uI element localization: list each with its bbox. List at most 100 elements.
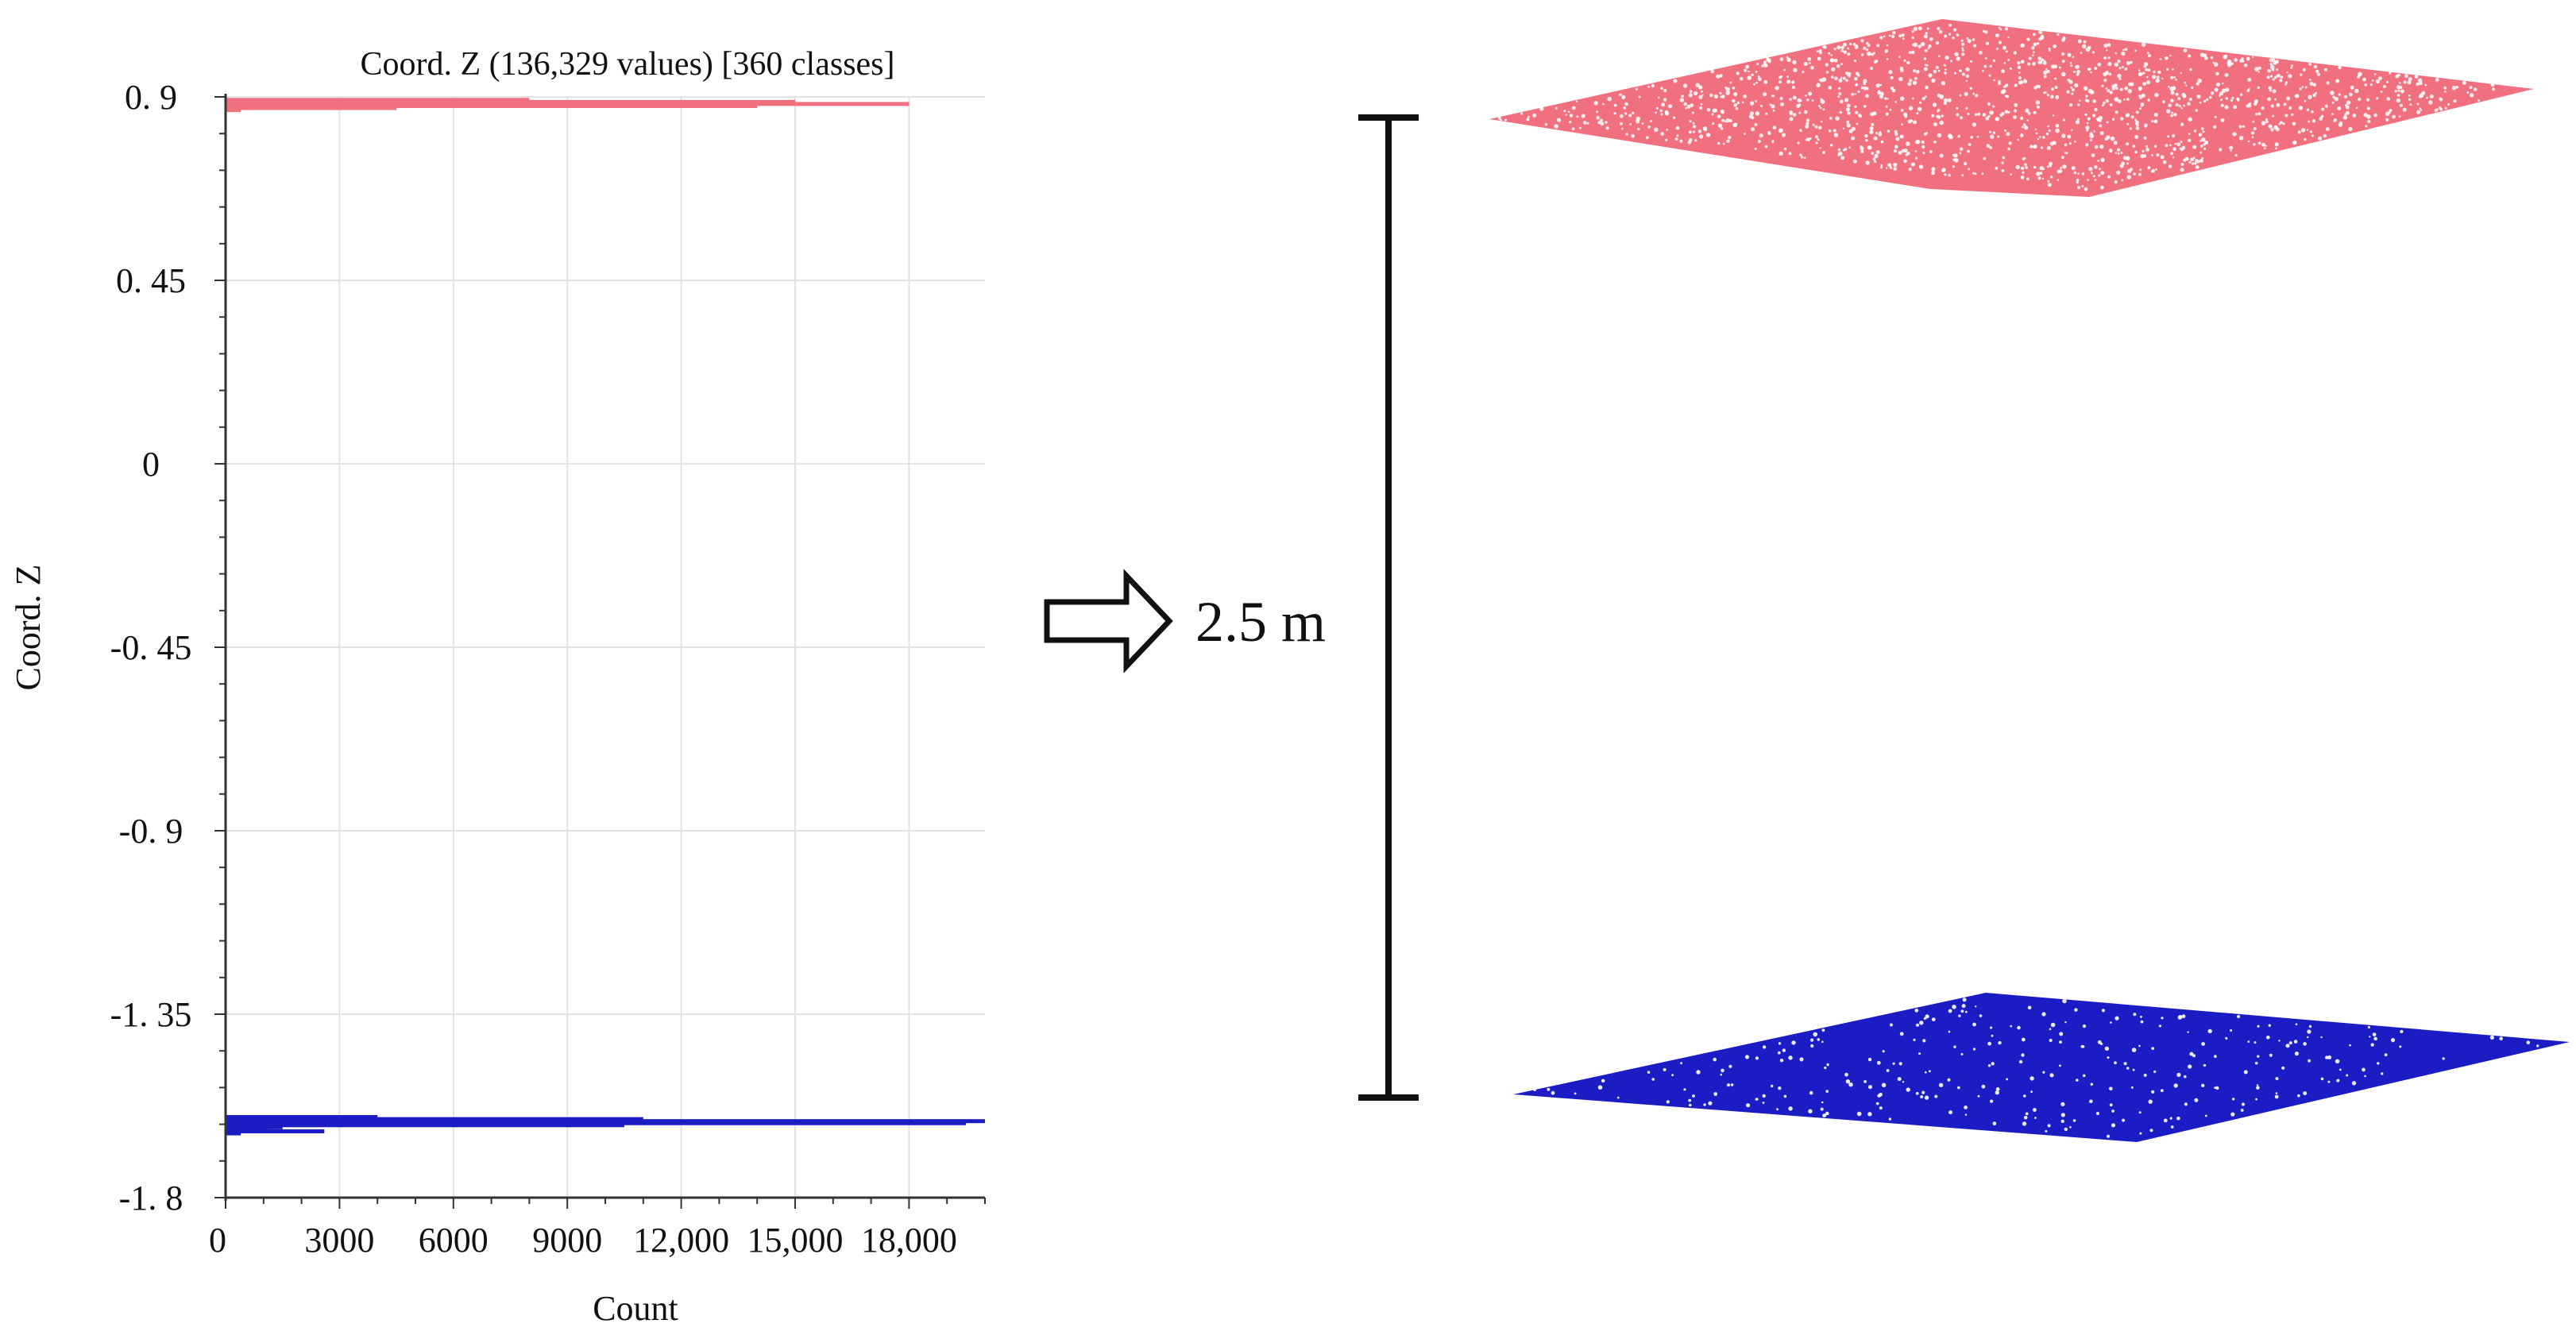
point-speckle xyxy=(2077,172,2080,175)
point-speckle xyxy=(1793,68,1798,72)
point-speckle xyxy=(2033,144,2037,149)
point-speckle xyxy=(1837,153,1841,156)
point-speckle xyxy=(2297,1094,2300,1098)
x-tick-label: 3000 xyxy=(304,1221,374,1260)
point-speckle xyxy=(2175,102,2179,106)
point-speckle xyxy=(2035,100,2041,105)
point-speckle xyxy=(1952,153,1955,156)
point-speckle xyxy=(2192,1054,2196,1058)
point-speckle xyxy=(2272,78,2275,81)
point-speckle xyxy=(2097,160,2100,162)
point-speckle xyxy=(2095,1112,2099,1115)
point-speckle xyxy=(2230,62,2234,65)
lower-plane-surface xyxy=(1513,993,2570,1142)
point-speckle xyxy=(1995,1090,1999,1095)
point-speckle xyxy=(2022,171,2025,174)
point-speckle xyxy=(1964,161,1968,166)
point-speckle xyxy=(1989,64,1992,68)
point-speckle xyxy=(1940,95,1945,98)
point-speckle xyxy=(2252,56,2254,59)
point-speckle xyxy=(2082,1074,2086,1078)
point-speckle xyxy=(2156,75,2160,79)
point-speckle xyxy=(1820,121,1823,123)
point-speckle xyxy=(2188,1064,2192,1069)
point-speckle xyxy=(2059,1040,2062,1044)
point-speckle xyxy=(2155,168,2157,171)
point-speckle xyxy=(2004,129,2006,132)
lower-histogram-bar xyxy=(226,1123,624,1128)
point-speckle xyxy=(1840,76,1843,79)
point-speckle xyxy=(1992,59,1996,63)
point-speckle xyxy=(1689,137,1693,142)
point-speckle xyxy=(2027,1005,2032,1010)
point-speckle xyxy=(2257,86,2260,90)
point-speckle xyxy=(2308,79,2311,81)
point-speckle xyxy=(2082,1045,2085,1048)
point-speckle xyxy=(2187,1031,2189,1033)
point-speckle xyxy=(1721,127,1724,130)
point-speckle xyxy=(1600,118,1603,122)
point-speckle xyxy=(2083,40,2087,44)
point-speckle xyxy=(2167,135,2170,138)
point-speckle xyxy=(1695,83,1700,87)
point-speckle xyxy=(1755,100,1758,102)
point-speckle xyxy=(2030,1090,2033,1093)
point-speckle xyxy=(2119,87,2123,91)
point-speckle xyxy=(2166,109,2171,114)
point-speckle xyxy=(2051,87,2054,91)
point-speckle xyxy=(1881,1082,1887,1088)
point-speckle xyxy=(2041,1012,2046,1017)
point-speckle xyxy=(1739,77,1744,81)
point-speckle xyxy=(1898,150,1902,155)
point-speckle xyxy=(2061,38,2065,42)
point-speckle xyxy=(2045,132,2049,136)
point-speckle xyxy=(1931,1017,1936,1021)
point-speckle xyxy=(1607,96,1612,102)
point-speckle xyxy=(2318,136,2323,141)
point-speckle xyxy=(2037,60,2041,64)
point-speckle xyxy=(2094,165,2098,169)
point-speckle xyxy=(1903,149,1908,153)
point-speckle xyxy=(1983,156,1987,160)
point-speckle xyxy=(2037,42,2040,45)
point-speckle xyxy=(1605,126,1609,130)
point-speckle xyxy=(2032,61,2036,66)
point-speckle xyxy=(1981,172,1984,176)
point-speckle xyxy=(1991,1034,1994,1037)
point-speckle xyxy=(1672,116,1676,119)
point-speckle xyxy=(2055,128,2060,133)
point-speckle xyxy=(2069,1126,2072,1129)
point-speckle xyxy=(2342,115,2348,120)
point-speckle xyxy=(1838,87,1841,90)
point-speckle xyxy=(2089,138,2092,141)
point-speckle xyxy=(2121,65,2124,68)
point-speckle xyxy=(2424,83,2427,87)
point-speckle xyxy=(2037,137,2040,141)
point-speckle xyxy=(1726,1083,1731,1087)
point-speckle xyxy=(1912,80,1918,86)
point-speckle xyxy=(2121,179,2124,182)
point-speckle xyxy=(1631,133,1635,138)
point-speckle xyxy=(2223,55,2227,60)
point-speckle xyxy=(2097,62,2102,67)
point-speckle xyxy=(2103,71,2107,77)
point-speckle xyxy=(2134,118,2138,122)
point-speckle xyxy=(1894,101,1897,103)
point-speckle xyxy=(2187,102,2191,106)
point-speckle xyxy=(2092,99,2096,103)
point-speckle xyxy=(2079,99,2081,102)
point-speckle xyxy=(1830,58,1834,63)
point-speckle xyxy=(2034,1117,2037,1119)
point-speckle xyxy=(2350,85,2354,90)
point-speckle xyxy=(1990,1099,1994,1103)
point-speckle xyxy=(2052,114,2055,117)
point-speckle xyxy=(2194,1098,2199,1102)
point-speckle xyxy=(1828,86,1833,90)
point-speckle xyxy=(2265,118,2269,122)
point-speckle xyxy=(2122,156,2127,160)
point-speckle xyxy=(1948,33,1952,36)
point-speckle xyxy=(1825,1090,1829,1093)
point-speckle xyxy=(2435,108,2439,111)
point-speckle xyxy=(2053,44,2057,48)
point-speckle xyxy=(1921,1090,1925,1094)
